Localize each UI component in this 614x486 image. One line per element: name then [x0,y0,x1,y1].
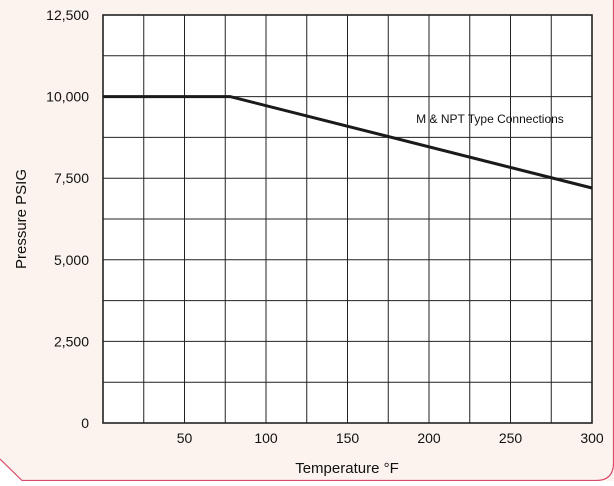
series-annotation: M & NPT Type Connections [416,112,564,126]
x-tick-label-0: 50 [177,430,193,446]
series-line-0 [103,95,593,190]
plot-frame [102,14,593,424]
y-tick-label-3: 7,500 [54,170,89,186]
x-tick-label-2: 150 [336,430,360,446]
x-axis-label: Temperature °F [295,460,399,477]
y-tick-label-4: 10,000 [46,89,89,105]
y-tick-label-1: 2,500 [54,333,89,349]
y-tick-label-2: 5,000 [54,252,89,268]
x-tick-label-4: 250 [499,430,523,446]
series-layer [103,95,593,190]
x-tick-label-5: 300 [580,430,604,446]
y-tick-label-5: 12,500 [46,7,89,23]
y-axis-label: Pressure PSIG [13,169,30,269]
y-tick-labels: 0 2,500 5,000 7,500 10,000 12,500 [46,7,89,431]
y-tick-label-0: 0 [81,415,89,431]
x-tick-label-3: 200 [417,430,441,446]
x-tick-labels: 50 100 150 200 250 300 [177,430,604,446]
x-tick-label-1: 100 [254,430,278,446]
